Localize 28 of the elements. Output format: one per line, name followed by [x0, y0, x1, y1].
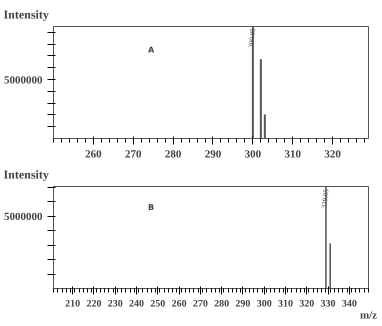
x-axis-title: m/z — [360, 310, 378, 322]
x-tick-label: 250 — [150, 298, 166, 310]
y-tick-label: 5000000 — [4, 211, 43, 224]
x-tick-label: 210 — [65, 298, 80, 310]
x-tick-label: 240 — [129, 298, 144, 310]
y-axis-title: Intensity — [4, 168, 49, 182]
x-tick-label: 260 — [172, 298, 187, 310]
x-tick-label: 290 — [235, 298, 250, 310]
x-tick-label: 330 — [320, 298, 336, 310]
x-tick-label: 290 — [204, 148, 222, 160]
x-tick-label: 300 — [256, 298, 272, 310]
y-tick-label: 5000000 — [4, 74, 43, 87]
x-tick-label: 320 — [324, 148, 342, 160]
annotation: A — [148, 46, 155, 54]
x-tick-label: 300 — [244, 148, 262, 160]
x-tick-label: 230 — [108, 298, 123, 310]
x-tick-label: 280 — [164, 148, 182, 160]
x-tick-label: 220 — [86, 298, 102, 310]
annotation: B — [148, 203, 154, 212]
x-tick-label: 310 — [278, 298, 293, 310]
x-tick-label: 270 — [124, 148, 142, 160]
x-tick-label: 320 — [299, 298, 314, 310]
y-axis-title: Intensity — [4, 8, 49, 22]
x-tick-label: 310 — [284, 148, 302, 160]
x-tick-label: 280 — [214, 298, 230, 310]
x-tick-label: 270 — [192, 298, 208, 310]
x-tick-label: 340 — [342, 298, 357, 310]
x-tick-label: 260 — [85, 148, 102, 160]
